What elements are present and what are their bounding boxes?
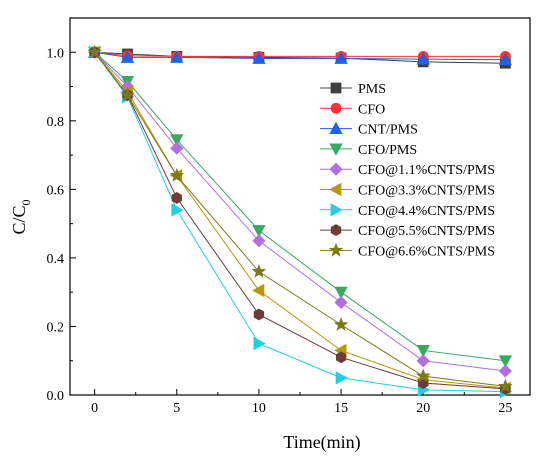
legend-item: CFO@4.4%CNTS/PMS xyxy=(320,203,495,219)
data-point xyxy=(169,168,185,182)
data-point xyxy=(120,87,135,102)
x-tick-label: 25 xyxy=(498,401,512,416)
legend-label: CFO xyxy=(358,102,385,117)
data-point xyxy=(334,295,348,310)
x-tick-label: 20 xyxy=(416,401,430,416)
data-point xyxy=(251,263,267,278)
data-point xyxy=(415,368,431,383)
y-tick-label: 1.0 xyxy=(47,46,65,61)
legend-marker xyxy=(330,82,342,94)
data-point xyxy=(171,203,184,217)
series-line xyxy=(94,51,506,393)
data-point xyxy=(416,354,430,368)
legend-marker xyxy=(329,121,343,135)
series-line xyxy=(94,51,506,390)
y-tick-label: 0.6 xyxy=(47,183,65,198)
data-point xyxy=(416,345,430,358)
data-point xyxy=(252,283,265,298)
legend-marker xyxy=(329,143,343,156)
data-point xyxy=(498,355,513,368)
data-point xyxy=(334,51,348,64)
data-point xyxy=(498,52,513,66)
legend-label: CFO@5.5%CNTS/PMS xyxy=(358,224,495,239)
series-layer xyxy=(87,44,513,399)
data-point xyxy=(87,44,102,59)
legend-marker xyxy=(330,102,342,114)
x-tick-label: 0 xyxy=(91,401,98,416)
data-point xyxy=(252,234,266,248)
data-point xyxy=(335,351,347,364)
data-point xyxy=(333,317,349,331)
series-6 xyxy=(87,45,511,395)
series-5 xyxy=(88,45,512,378)
legend-item: CFO xyxy=(320,102,385,117)
legend-item: CFO@5.5%CNTS/PMS xyxy=(320,224,495,239)
y-tick-label: 0.0 xyxy=(47,389,65,404)
series-7 xyxy=(89,45,513,399)
data-point xyxy=(170,134,184,147)
legend-item: CFO/PMS xyxy=(320,143,417,158)
series-8 xyxy=(89,46,511,395)
legend-label: PMS xyxy=(358,82,386,97)
data-point xyxy=(170,50,184,63)
y-axis-ticks: 0.0 0.2 0.4 0.6 0.8 1.0 xyxy=(47,46,76,404)
data-point xyxy=(253,336,266,351)
data-point xyxy=(120,50,135,63)
y-axis-title-main: C/C xyxy=(9,205,29,234)
legend-item: CNT/PMS xyxy=(320,121,418,138)
x-axis-title: Time(min) xyxy=(283,432,360,453)
data-point xyxy=(498,364,512,378)
y-tick-label: 0.2 xyxy=(47,320,65,335)
legend: PMS CFO CNT/PMS CFO/PMS CFO@1.1%CNTS/PMS CFO@… xyxy=(320,82,495,259)
legend-item: CFO@1.1%CNTS/PMS xyxy=(320,162,495,178)
legend-label: CFO@6.6%CNTS/PMS xyxy=(358,244,495,259)
legend-item: CFO@6.6%CNTS/PMS xyxy=(320,242,495,259)
x-tick-label: 5 xyxy=(173,401,180,416)
series-line xyxy=(94,51,506,389)
legend-item: CFO@3.3%CNTS/PMS xyxy=(320,182,495,199)
legend-label: CFO@4.4%CNTS/PMS xyxy=(358,204,495,219)
legend-label: CFO@3.3%CNTS/PMS xyxy=(358,184,495,199)
series-line xyxy=(94,51,506,57)
series-9 xyxy=(87,44,513,393)
legend-marker xyxy=(330,224,342,237)
y-tick-label: 0.8 xyxy=(47,115,65,130)
legend-label: CFO@1.1%CNTS/PMS xyxy=(358,163,495,178)
legend-label: CNT/PMS xyxy=(358,123,418,138)
data-point xyxy=(252,51,266,64)
data-point xyxy=(416,52,430,65)
y-axis-title: C/C0 xyxy=(9,199,33,234)
data-point xyxy=(253,308,265,321)
x-axis-ticks: 0 5 10 15 20 25 xyxy=(91,389,512,416)
x-tick-label: 10 xyxy=(252,401,266,416)
data-point xyxy=(252,225,266,238)
legend-marker xyxy=(330,203,343,217)
x-tick-label: 15 xyxy=(334,401,348,416)
legend-label: CFO/PMS xyxy=(358,143,417,158)
legend-marker xyxy=(329,162,343,176)
legend-marker xyxy=(328,242,344,257)
legend-marker xyxy=(329,182,342,197)
data-point xyxy=(171,191,182,204)
data-point xyxy=(498,378,513,393)
data-point xyxy=(334,286,348,300)
legend-item: PMS xyxy=(320,82,386,97)
data-point xyxy=(170,141,184,155)
y-axis-title-subscript: 0 xyxy=(19,199,33,205)
y-tick-label: 0.4 xyxy=(47,252,65,267)
data-point xyxy=(335,371,348,385)
